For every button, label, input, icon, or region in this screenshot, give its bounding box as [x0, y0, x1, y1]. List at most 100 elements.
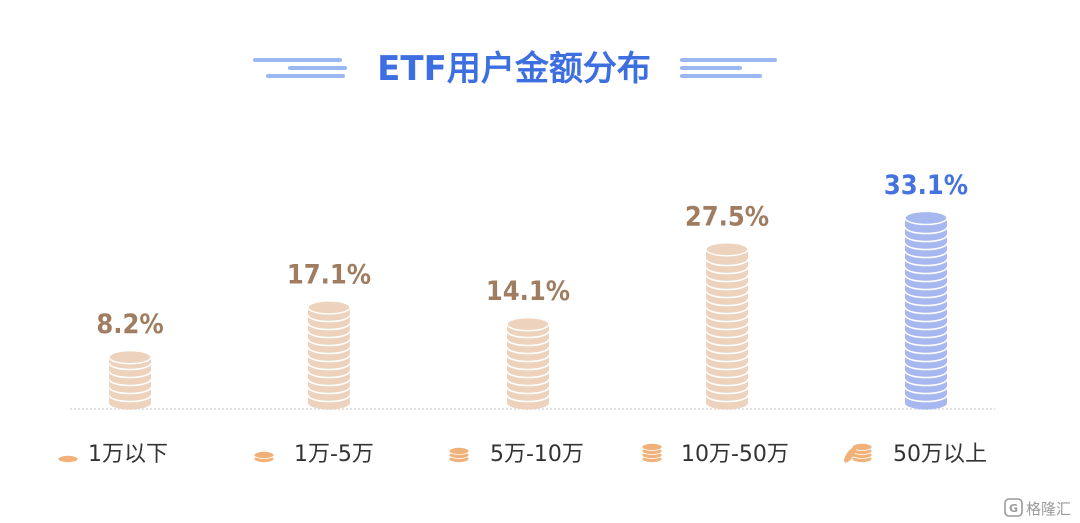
coin-edge-line — [307, 362, 351, 371]
coin-edge-line — [307, 378, 351, 387]
legend-coin — [448, 446, 470, 455]
coin-edge-line — [904, 306, 948, 315]
coin-stack-bottom — [905, 396, 947, 410]
coin-stack-top — [904, 210, 948, 226]
data-label: 27.5% — [685, 201, 769, 232]
coin-edge-line — [705, 322, 749, 331]
coin-edge-line — [705, 282, 749, 291]
coin-edge-line — [904, 330, 948, 339]
coin-edge-line — [506, 354, 550, 363]
coin-edge-line — [705, 394, 749, 403]
legend-coin-tilted — [844, 447, 856, 463]
title-decoration-right — [680, 58, 777, 78]
coin-stack-bottom — [706, 396, 748, 410]
coin-edge-line — [705, 386, 749, 395]
coin-edge-line — [108, 386, 152, 395]
watermark: G 格隆汇 — [1004, 498, 1071, 518]
legend-icons — [57, 442, 873, 463]
coin-edge-line — [307, 386, 351, 395]
coin-edge-line — [307, 322, 351, 331]
coin-edge-line — [108, 378, 152, 387]
coin-edge-line — [705, 330, 749, 339]
legend-labels: 1万以下 1万-5万 5万-10万 10万-50万 50万以上 — [88, 442, 987, 467]
coin-stack-bar — [307, 300, 351, 410]
coin-edge-line — [307, 330, 351, 339]
coin-edge-line — [705, 378, 749, 387]
legend-coin-icon — [641, 442, 663, 463]
coin-edge-line — [904, 250, 948, 259]
coin-edge-line — [108, 394, 152, 403]
coin-stack-top — [108, 349, 152, 365]
chart-title: ETF用户金额分布 — [377, 49, 651, 89]
coin-edge-line — [307, 314, 351, 323]
data-label: 8.2% — [96, 309, 163, 340]
watermark-text: 格隆汇 — [1026, 500, 1071, 518]
coin-edge-line — [904, 258, 948, 267]
coin-edge-line — [904, 362, 948, 371]
coin-edge-line — [904, 234, 948, 243]
legend-coin — [641, 442, 663, 451]
coin-stack-body — [109, 357, 151, 403]
chart-bars — [108, 210, 948, 410]
coin-edge-line — [705, 290, 749, 299]
coin-edge-line — [904, 314, 948, 323]
coin-edge-line — [904, 266, 948, 275]
coin-edge-line — [904, 322, 948, 331]
coin-edge-line — [705, 346, 749, 355]
coin-edge-line — [904, 290, 948, 299]
chart-title-group: ETF用户金额分布 — [253, 49, 777, 89]
coin-edge-line — [705, 314, 749, 323]
coin-edge-line — [506, 394, 550, 403]
coin-stack-bar — [108, 349, 152, 410]
coin-edge-line — [904, 298, 948, 307]
coin-edge-line — [506, 386, 550, 395]
coin-edge-line — [705, 298, 749, 307]
coin-edge-line — [506, 370, 550, 379]
coin-edge-line — [705, 258, 749, 267]
coin-edge-line — [904, 370, 948, 379]
coin-edge-line — [108, 370, 152, 379]
coin-stack-top — [705, 242, 749, 257]
coin-edge-line — [705, 274, 749, 283]
coin-stack-bottom — [308, 396, 350, 410]
coin-edge-line — [705, 266, 749, 275]
legend-coin-icon — [844, 442, 873, 463]
coin-edge-line — [307, 394, 351, 403]
coin-edge-line — [904, 354, 948, 363]
coin-edge-line — [506, 346, 550, 355]
data-label: 14.1% — [486, 276, 570, 307]
chart-data-labels: 8.2% 17.1% 14.1% 27.5% 33.1% — [96, 170, 968, 340]
coin-edge-line — [904, 282, 948, 291]
legend-coin-icon — [57, 454, 79, 463]
legend-label: 1万以下 — [88, 442, 168, 467]
coin-edge-line — [307, 338, 351, 347]
coin-edge-line — [506, 362, 550, 371]
coin-edge-line — [904, 274, 948, 283]
coin-edge-line — [108, 362, 152, 371]
coin-stack-bottom — [109, 396, 151, 410]
coin-edge-line — [307, 354, 351, 363]
coin-stack-top — [506, 316, 550, 332]
legend-label: 50万以上 — [893, 442, 987, 467]
legend-coin — [253, 450, 275, 459]
coin-edge-line — [904, 386, 948, 395]
coin-edge-line — [705, 306, 749, 315]
coin-stack-bar — [904, 210, 948, 410]
legend-label: 10万-50万 — [681, 442, 789, 467]
coin-edge-line — [904, 346, 948, 355]
legend-coin — [851, 442, 873, 451]
coin-stack-top — [307, 300, 351, 315]
legend-label: 1万-5万 — [294, 442, 374, 467]
coin-edge-line — [705, 354, 749, 363]
legend-coin-icon — [253, 450, 275, 463]
coin-stack-body — [308, 307, 350, 403]
coin-edge-line — [506, 330, 550, 339]
legend-label: 5万-10万 — [490, 442, 584, 467]
legend-coin — [57, 454, 79, 463]
data-label: 33.1% — [884, 170, 968, 201]
coin-edge-line — [904, 242, 948, 251]
coin-edge-line — [506, 338, 550, 347]
coin-stack-bottom — [507, 396, 549, 410]
coin-edge-line — [307, 346, 351, 355]
